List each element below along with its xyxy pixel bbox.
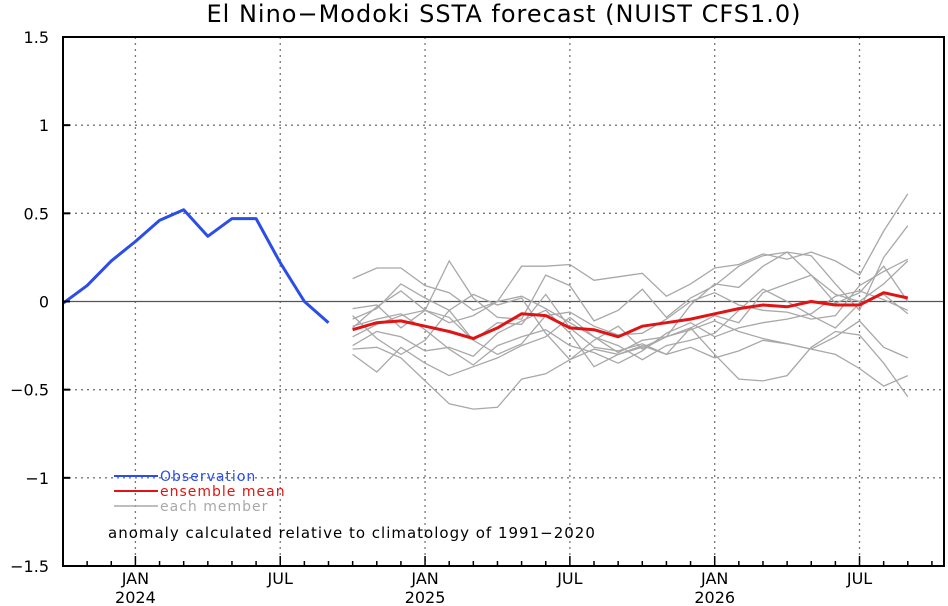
- main-series-group: [62, 208, 909, 340]
- y-tick-label: 0: [39, 293, 49, 312]
- legend-label-ensemble-mean: ensemble mean: [160, 484, 286, 500]
- x-tick-label: JAN: [700, 569, 728, 588]
- member-series-line: [352, 326, 909, 410]
- member-series-line: [352, 288, 909, 361]
- y-axis-ticks: 1.5 1 0.5 0 −0.5 −1 −1.5: [10, 28, 70, 576]
- ensemble-mean-series-line: [352, 291, 909, 340]
- x-tick-label: JUL: [846, 569, 872, 588]
- y-tick-label: 1.5: [24, 28, 49, 47]
- y-tick-label: 1: [39, 116, 49, 135]
- y-tick-label: −0.5: [10, 381, 49, 400]
- x-tick-year-label: 2024: [115, 588, 156, 606]
- observation-series-line: [62, 208, 330, 324]
- member-series-line: [352, 258, 909, 356]
- member-series-group: [352, 193, 909, 410]
- x-tick-label: JUL: [556, 569, 582, 588]
- chart-title: El Nino−Modoki SSTA forecast (NUIST CFS1…: [207, 0, 802, 28]
- member-series-line: [352, 265, 909, 377]
- member-series-line: [352, 251, 909, 361]
- x-tick-label: JUL: [267, 569, 293, 588]
- x-tick-label: JAN: [121, 569, 149, 588]
- y-tick-label: −1: [25, 469, 49, 488]
- x-tick-label: JAN: [410, 569, 438, 588]
- climatology-note: anomaly calculated relative to climatolo…: [108, 524, 596, 542]
- legend-label-observation: Observation: [160, 469, 256, 485]
- legend-label-each-member: each member: [160, 499, 268, 515]
- member-series-line: [352, 290, 909, 366]
- x-tick-year-label: 2025: [405, 588, 446, 606]
- member-series-line: [352, 225, 909, 329]
- member-series-line: [352, 309, 909, 368]
- y-tick-label: 0.5: [24, 204, 49, 223]
- member-series-line: [352, 293, 909, 387]
- member-series-line: [352, 193, 909, 312]
- x-tick-year-label: 2026: [694, 588, 735, 606]
- y-tick-label: −1.5: [10, 557, 49, 576]
